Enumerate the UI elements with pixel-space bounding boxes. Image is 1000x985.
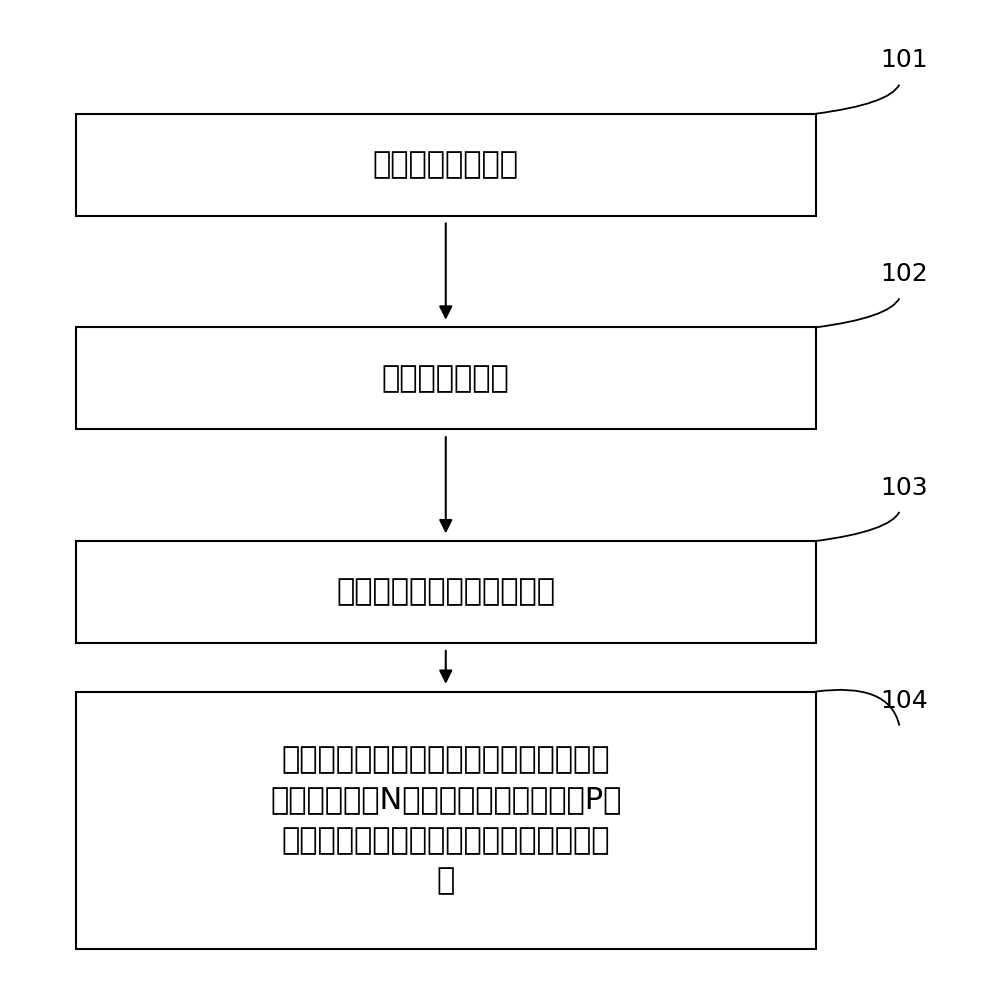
Text: 提供一石墨基座: 提供一石墨基座 xyxy=(382,363,510,393)
Text: 104: 104 xyxy=(880,690,928,713)
Text: 103: 103 xyxy=(880,476,928,499)
Text: 101: 101 xyxy=(880,48,928,72)
Text: 102: 102 xyxy=(880,262,928,286)
FancyBboxPatch shape xyxy=(76,113,816,216)
Text: 同时在每个口袋中放置的衬底上的氮化铝
层上依次生长N型半导体层、有源层和P型
半导体层，形成氮化镓基发光二极管外延
片: 同时在每个口袋中放置的衬底上的氮化铝 层上依次生长N型半导体层、有源层和P型 半… xyxy=(270,745,621,895)
Text: 提供至少两种衬底: 提供至少两种衬底 xyxy=(373,151,519,179)
FancyBboxPatch shape xyxy=(76,327,816,429)
Text: 在每个口袋中放置一个衬底: 在每个口袋中放置一个衬底 xyxy=(336,577,555,607)
FancyBboxPatch shape xyxy=(76,541,816,643)
FancyBboxPatch shape xyxy=(76,691,816,949)
